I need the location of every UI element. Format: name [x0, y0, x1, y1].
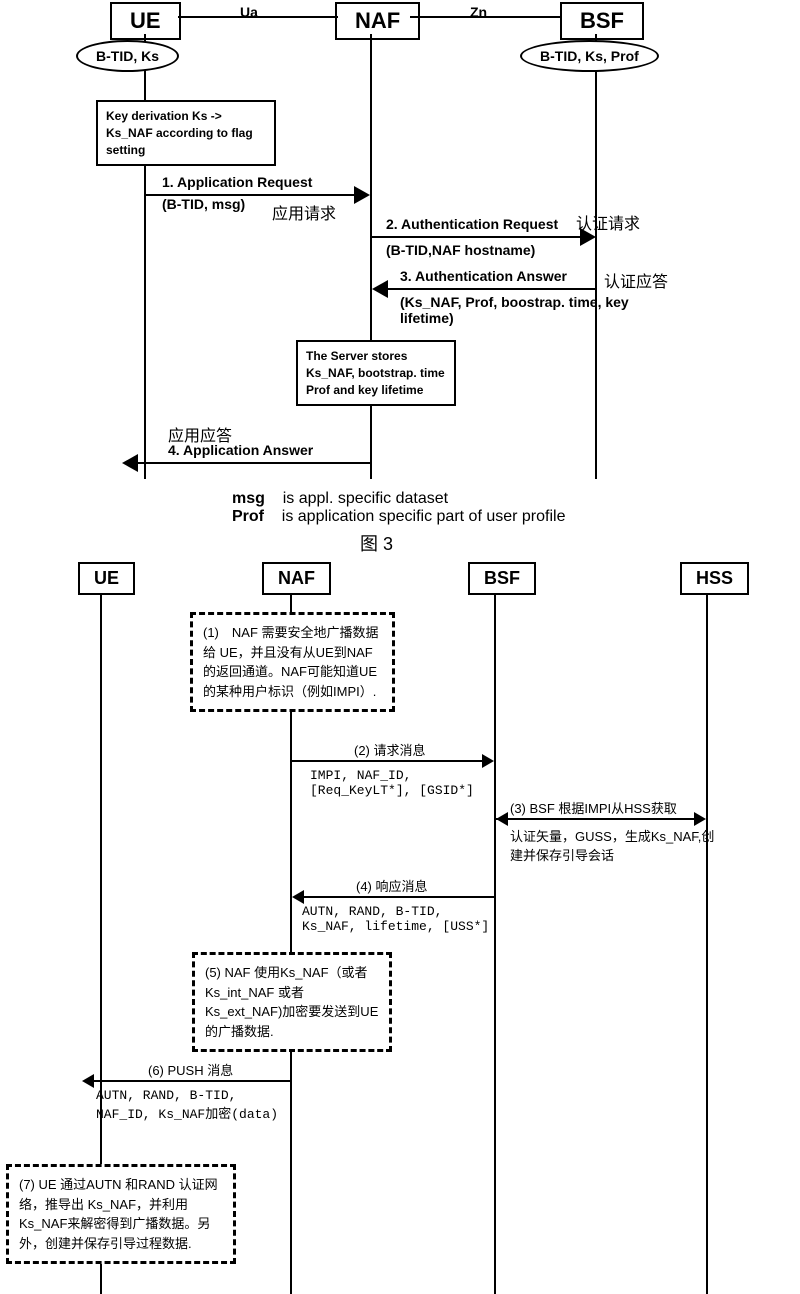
fig4-naf-entity: NAF	[262, 562, 331, 595]
fig4-hss-lifeline	[706, 594, 708, 1294]
fig4-msg3-sub: 认证矢量，GUSS，生成Ks_NAF,创建并保存引导会话	[510, 826, 720, 864]
fig3-legend-prof-key: Prof	[232, 508, 264, 525]
fig3-zn-label: Zn	[470, 4, 487, 20]
fig3-msg3-arrow	[386, 288, 596, 290]
fig3-bsf-lifeline	[595, 34, 597, 479]
fig3-bsf-ellipse: B-TID, Ks, Prof	[520, 40, 659, 72]
fig3-msg2-title: 2. Authentication Request	[386, 216, 558, 232]
fig4-msg2-arrow	[292, 760, 484, 762]
fig4-ue-entity: UE	[78, 562, 135, 595]
fig3-msg3-cn: 认证应答	[604, 268, 668, 292]
fig4-box7: (7) UE 通过AUTN 和RAND 认证网络，推导出 Ks_NAF，并利用K…	[6, 1164, 236, 1264]
fig3-legend-msg-val: is appl. specific dataset	[283, 490, 448, 507]
fig3-msg3-title: 3. Authentication Answer	[400, 268, 567, 284]
fig3-msg2-params: (B-TID,NAF hostname)	[386, 242, 535, 258]
fig3-naf-note: The Server stores Ks_NAF, bootstrap. tim…	[296, 340, 456, 406]
fig3-legend-prof-val: is application specific part of user pro…	[282, 508, 566, 525]
fig4-bsf-entity: BSF	[468, 562, 536, 595]
fig3-msg3-params: (Ks_NAF, Prof, boostrap. time, key lifet…	[400, 294, 630, 326]
fig4-hss-entity: HSS	[680, 562, 749, 595]
fig3-msg1-title: 1. Application Request	[162, 174, 312, 190]
fig4-msg6-params: AUTN, RAND, B-TID, NAF_ID, Ks_NAF加密(data…	[96, 1088, 296, 1122]
fig3-msg2-arrow	[372, 236, 582, 238]
fig4-msg3-arrow-r	[496, 818, 696, 820]
fig3-msg1-cn: 应用请求	[272, 200, 336, 224]
fig4-msg4-title: (4) 响应消息	[356, 876, 428, 895]
fig4-msg3-title: (3) BSF 根据IMPI从HSS获取	[510, 798, 677, 817]
fig4-bsf-lifeline	[494, 594, 496, 1294]
fig4-box1: (1) NAF 需要安全地广播数据给 UE，并且没有从UE到NAF的返回通道。N…	[190, 612, 395, 712]
fig3-msg1-params: (B-TID, msg)	[162, 196, 245, 212]
fig4-box5: (5) NAF 使用Ks_NAF（或者 Ks_int_NAF 或者 Ks_ext…	[192, 952, 392, 1052]
fig3-ua-label: Ua	[240, 4, 258, 20]
fig3-ue-note: Key derivation Ks -> Ks_NAF according to…	[96, 100, 276, 166]
fig3-caption: 图 3	[360, 530, 393, 556]
fig4-msg6-arrow	[92, 1080, 290, 1082]
fig3-msg4-arrow	[136, 462, 370, 464]
fig3-naf-entity: NAF	[335, 2, 420, 40]
fig3-bsf-entity: BSF	[560, 2, 644, 40]
fig3-msg4-title: 4. Application Answer	[168, 442, 313, 458]
fig3-msg1-arrow	[146, 194, 356, 196]
fig3-ue-ellipse: B-TID, Ks	[76, 40, 179, 72]
fig3-naf-lifeline	[370, 34, 372, 479]
fig4-msg4-params: AUTN, RAND, B-TID, Ks_NAF, lifetime, [US…	[302, 904, 502, 934]
fig4-msg2-title: (2) 请求消息	[354, 740, 426, 759]
fig3-ua-line	[178, 16, 338, 18]
fig3-legend-msg-key: msg	[232, 490, 265, 507]
fig4-msg4-arrow	[302, 896, 494, 898]
fig3-legend: msg is appl. specific dataset Prof is ap…	[232, 490, 565, 526]
fig4-msg2-params: IMPI, NAF_ID, [Req_KeyLT*], [GSID*]	[310, 768, 500, 798]
fig4-msg6-title: (6) PUSH 消息	[148, 1060, 233, 1079]
